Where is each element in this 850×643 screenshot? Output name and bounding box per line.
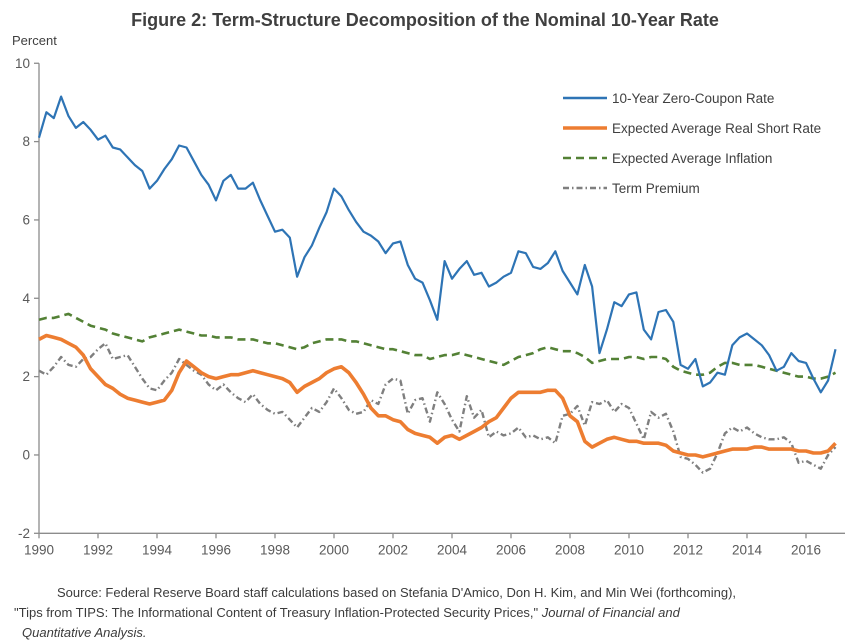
series-line-term-premium xyxy=(38,342,837,474)
x-tick-label: 2016 xyxy=(791,542,821,557)
page-title: Figure 2: Term-Structure Decomposition o… xyxy=(131,10,719,30)
legend-line-sample-orange xyxy=(563,126,607,130)
x-tick-label: 2006 xyxy=(496,542,526,557)
y-tick-label: 10 xyxy=(15,56,30,71)
series-line-expected-average-inflation xyxy=(38,312,837,380)
x-tick-label: 1990 xyxy=(24,542,54,557)
x-tick-label: 1996 xyxy=(201,542,231,557)
legend-item-zero-coupon-rate: 10-Year Zero-Coupon Rate xyxy=(562,88,821,108)
legend-item-expected-inflation: Expected Average Inflation xyxy=(562,148,821,168)
x-tick-label: 2014 xyxy=(732,542,763,557)
source-line-2-plain: "Tips from TIPS: The Informational Conte… xyxy=(14,605,542,620)
chart-legend: 10-Year Zero-Coupon Rate Expected Averag… xyxy=(562,88,821,208)
y-axis-unit-label: Percent xyxy=(12,33,57,48)
y-tick-label: 0 xyxy=(22,447,30,462)
y-tick-label: -2 xyxy=(18,526,30,541)
x-tick-label: 1992 xyxy=(83,542,113,557)
series-line-expected-average-real-short-rate xyxy=(38,333,837,459)
source-line-1: Source: Federal Reserve Board staff calc… xyxy=(57,585,737,600)
legend-label: Expected Average Inflation xyxy=(612,150,773,166)
axes xyxy=(34,62,845,539)
y-tick-label: 8 xyxy=(22,134,30,149)
x-tick-label: 1994 xyxy=(142,542,173,557)
x-tick-label: 2010 xyxy=(614,542,644,557)
source-journal-name: Journal of Financial and xyxy=(541,605,680,620)
source-line-2: "Tips from TIPS: The Informational Conte… xyxy=(14,603,834,623)
x-tick-label: 2002 xyxy=(378,542,408,557)
legend-line-sample-blue xyxy=(563,96,607,100)
legend-item-term-premium: Term Premium xyxy=(562,178,821,198)
y-tick-label: 4 xyxy=(22,291,30,306)
y-tick-label: 6 xyxy=(22,212,30,227)
x-tick-label: 2012 xyxy=(673,542,703,557)
legend-item-real-short-rate: Expected Average Real Short Rate xyxy=(562,118,821,138)
source-note: Source: Federal Reserve Board staff calc… xyxy=(14,583,834,643)
legend-label: 10-Year Zero-Coupon Rate xyxy=(612,90,775,106)
legend-label: Expected Average Real Short Rate xyxy=(612,120,822,136)
legend-line-sample-gray xyxy=(563,186,607,190)
series-line-10-year-zero-coupon-rate xyxy=(37,95,837,394)
tick-labels: -2 0 2 4 6 8 10 1990 1992 1994 1996 1998 2000 2002 200… xyxy=(15,56,821,558)
x-tick-label: 2004 xyxy=(437,542,468,557)
source-line-3: Quantitative Analysis. xyxy=(22,625,147,640)
y-tick-label: 2 xyxy=(22,369,30,384)
x-tick-label: 1998 xyxy=(260,542,290,557)
legend-label: Term Premium xyxy=(612,180,700,196)
legend-line-sample-green xyxy=(563,156,607,160)
x-tick-label: 2008 xyxy=(555,542,585,557)
x-tick-label: 2000 xyxy=(319,542,349,557)
